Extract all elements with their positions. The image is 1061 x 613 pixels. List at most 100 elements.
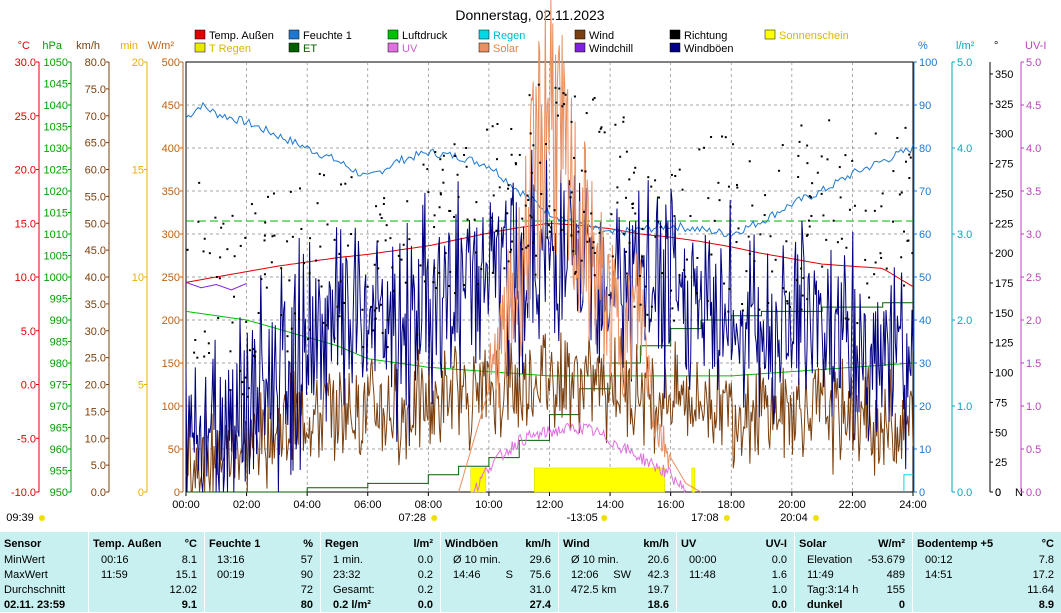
direction-point — [696, 256, 699, 259]
axis-tick-label: 10 — [132, 272, 144, 284]
direction-point — [241, 393, 244, 396]
stats-header-unit: km/h — [643, 538, 669, 550]
axis-tick-label: 40 — [919, 315, 931, 327]
stats-value: 1.0 — [771, 584, 787, 596]
direction-point — [903, 284, 906, 287]
direction-point — [254, 350, 257, 353]
direction-point — [706, 299, 709, 302]
direction-point — [593, 252, 596, 255]
sunshine-bar — [470, 467, 487, 493]
stats-header: Solar W/m² — [795, 536, 913, 552]
stats-header-unit: % — [303, 538, 313, 550]
axis-tick-label: 25.0 — [15, 111, 36, 123]
direction-point — [592, 241, 595, 244]
stats-value: 90 — [300, 569, 313, 581]
axis-tick-label: 980 — [50, 358, 68, 370]
time-marker: -13:05 — [567, 512, 598, 524]
direction-point — [807, 219, 810, 222]
direction-point — [426, 168, 429, 171]
axis-tick-label: 0 — [138, 487, 144, 499]
direction-point — [593, 96, 596, 99]
direction-point — [583, 210, 586, 213]
direction-point — [758, 308, 761, 311]
axis-tick-label: 225 — [995, 218, 1013, 230]
axis-tick-label: 1010 — [44, 229, 68, 241]
direction-point — [821, 265, 824, 268]
direction-point — [853, 204, 856, 207]
sunshine-bar — [534, 467, 665, 493]
stats-label: Gesamt: — [333, 584, 375, 596]
axis-tick-label: 325 — [995, 99, 1013, 111]
stats-header-title: Sensor — [4, 538, 42, 550]
direction-point — [477, 283, 480, 286]
direction-point — [873, 273, 876, 276]
axis-tick-label: 1030 — [44, 143, 68, 155]
direction-point — [906, 239, 909, 242]
axis-tick-label: 70.0 — [85, 111, 106, 123]
direction-point — [229, 389, 232, 392]
direction-point — [449, 270, 452, 273]
stats-label: 1 min. — [333, 554, 363, 566]
axis-tick-label: 1.0 — [1026, 401, 1041, 413]
direction-point — [622, 232, 625, 235]
stats-value: 57 — [300, 554, 313, 566]
stats-label: dunkel — [807, 599, 843, 611]
axis-tick-label: 60.0 — [85, 165, 106, 177]
axis-tick-label: 0 — [919, 487, 925, 499]
axis-tick-label: 150 — [995, 308, 1013, 320]
direction-point — [866, 282, 869, 285]
direction-point — [537, 83, 540, 86]
direction-point — [380, 303, 383, 306]
direction-point — [592, 98, 595, 101]
direction-point — [510, 153, 513, 156]
direction-point — [759, 233, 762, 236]
direction-point — [422, 163, 425, 166]
direction-point — [789, 306, 792, 309]
direction-point — [598, 231, 601, 234]
axis-tick-label: 1.0 — [957, 401, 972, 413]
axis-tick-label: 0 — [995, 487, 1001, 499]
stats-header: Regen l/m² — [321, 536, 441, 552]
axis-tick-label: 300 — [162, 229, 180, 241]
axis-tick-label: 35.0 — [85, 299, 106, 311]
direction-point — [673, 215, 676, 218]
direction-point — [723, 282, 726, 285]
x-tick-label: 22:00 — [839, 499, 867, 511]
stats-value: 19.7 — [647, 584, 669, 596]
direction-point — [550, 226, 553, 229]
direction-point — [781, 144, 784, 147]
direction-point — [521, 248, 524, 251]
direction-point — [303, 262, 306, 265]
stats-value: 489 — [886, 569, 905, 581]
direction-point — [350, 176, 353, 179]
stats-row: 72 — [205, 582, 321, 598]
stats-value: 1.6 — [771, 569, 787, 581]
stats-row: 12.02 — [89, 582, 205, 598]
stats-header: Sensor — [0, 536, 88, 552]
direction-point — [797, 154, 800, 157]
direction-point — [245, 320, 248, 323]
axis-tick-label: 3.0 — [957, 229, 972, 241]
direction-point — [203, 237, 206, 240]
stats-header-unit: l/m² — [413, 538, 433, 550]
direction-point — [393, 289, 396, 292]
stats-label: 11:48 — [689, 569, 716, 581]
direction-point — [480, 268, 483, 271]
axis-tick-label: 90 — [919, 100, 931, 112]
direction-point — [457, 196, 460, 199]
stats-column: Regen l/m² 1 min. 0.0 23:32 0.2 Gesamt: 0.2 0.2 … — [320, 532, 441, 612]
direction-point — [685, 258, 688, 261]
stats-value: 155 — [886, 584, 905, 596]
direction-point — [564, 93, 567, 96]
direction-point — [326, 223, 329, 226]
axis-tick-label: 2.5 — [1026, 272, 1041, 284]
direction-point — [318, 172, 321, 175]
direction-point — [885, 267, 888, 270]
stats-column: UV UV-I 00:00 0.0 11:48 1.6 1.0 0.0 — [676, 532, 795, 612]
direction-point — [802, 276, 805, 279]
direction-point — [570, 120, 573, 123]
direction-point — [625, 272, 628, 275]
direction-point — [774, 258, 777, 261]
direction-point — [908, 177, 911, 180]
direction-point — [657, 196, 660, 199]
